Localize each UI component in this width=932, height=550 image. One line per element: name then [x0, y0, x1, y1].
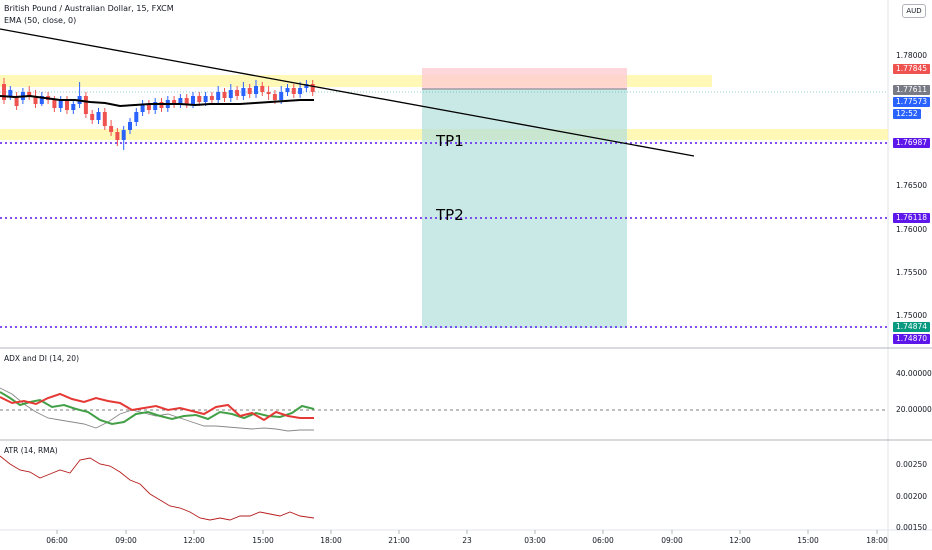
- candle-body: [191, 96, 195, 104]
- price-tag-target: 1.74874: [893, 322, 931, 332]
- candle-body: [304, 84, 309, 88]
- candle-body: [33, 96, 38, 104]
- candle-body: [235, 90, 240, 96]
- candle-body: [128, 122, 132, 130]
- trend-line: [0, 28, 695, 157]
- candle-body: [83, 96, 88, 114]
- candle-body: [260, 86, 265, 92]
- time-axis-label: 12:00: [729, 536, 751, 545]
- time-axis-label: 15:00: [252, 536, 274, 545]
- candle-body: [298, 88, 303, 94]
- candle-body: [285, 88, 290, 92]
- candle-body: [90, 114, 95, 120]
- atr-axis-label: 0.00250: [896, 460, 928, 469]
- time-axis-label: 06:00: [592, 536, 614, 545]
- chart-symbol-title: British Pound / Australian Dollar, 15, F…: [4, 4, 174, 13]
- candle-body: [115, 132, 120, 140]
- price-axis-label: 1.76000: [896, 225, 928, 234]
- price-axis-label: 1.75000: [896, 311, 928, 320]
- candle-body: [71, 104, 76, 110]
- adx-line: [0, 387, 314, 432]
- candle-body: [102, 112, 107, 126]
- price-tag-countdown: 12:52: [893, 109, 921, 119]
- candle-body: [52, 100, 57, 108]
- candle-body: [39, 96, 44, 104]
- candle-body: [222, 92, 227, 98]
- candle-body: [153, 102, 158, 110]
- candle-body: [279, 92, 284, 100]
- tp2-label: TP2: [436, 206, 464, 224]
- time-axis-label: 12:00: [183, 536, 205, 545]
- candle-body: [27, 92, 32, 96]
- candle-body: [209, 96, 214, 100]
- candle-body: [8, 90, 13, 96]
- candle-body: [14, 96, 19, 106]
- di-plus-line: [0, 391, 315, 426]
- currency-button[interactable]: AUD: [902, 4, 926, 18]
- time-axis-label: 06:00: [46, 536, 68, 545]
- time-axis-label: 18:00: [866, 536, 888, 545]
- time-axis-label: 03:00: [524, 536, 546, 545]
- ema-line: [0, 94, 314, 108]
- candle-body: [254, 86, 258, 94]
- price-tag-entry: 1.77611: [893, 85, 931, 95]
- candle-body: [140, 104, 145, 112]
- price-tag-tp3: 1.74870: [893, 334, 931, 344]
- candle-body: [228, 90, 233, 98]
- candle-body: [272, 94, 277, 100]
- candle-body: [178, 98, 183, 104]
- candle-body: [172, 100, 177, 104]
- adx-panel-title[interactable]: ADX and DI (14, 20): [4, 354, 79, 363]
- take-profit-area: [422, 89, 627, 328]
- price-axis-label: 1.76500: [896, 181, 928, 190]
- candle-body: [310, 84, 315, 92]
- price-tag-tp2: 1.76118: [893, 213, 931, 223]
- candle-body: [291, 88, 296, 94]
- stop-loss-area: [422, 68, 627, 89]
- di-minus-line: [0, 392, 314, 422]
- atr-line: [0, 455, 315, 521]
- price-tag-tp1: 1.76987: [893, 138, 931, 148]
- candle-body: [216, 92, 221, 100]
- candle-body: [266, 92, 271, 94]
- candle-body: [65, 100, 69, 110]
- time-axis-label: 21:00: [388, 536, 410, 545]
- time-axis-label: 18:00: [320, 536, 342, 545]
- price-axis-label: 1.75500: [896, 268, 928, 277]
- candle-body: [109, 126, 114, 132]
- ema-indicator-title[interactable]: EMA (50, close, 0): [4, 16, 77, 25]
- candle-body: [184, 98, 189, 104]
- price-axis-label: 1.78000: [896, 51, 928, 60]
- candle-body: [241, 88, 246, 96]
- tp1-label: TP1: [436, 132, 464, 150]
- candle-body: [96, 112, 101, 120]
- adx-axis-label: 40.00000: [896, 369, 932, 378]
- candle-body: [203, 96, 208, 102]
- atr-axis-label: 0.00150: [896, 523, 928, 532]
- candle-body: [58, 100, 63, 108]
- atr-axis-label: 0.00200: [896, 492, 928, 501]
- time-axis-label: 23: [462, 536, 472, 545]
- time-axis-label: 09:00: [115, 536, 137, 545]
- candle-body: [197, 96, 202, 102]
- time-axis-label: 15:00: [797, 536, 819, 545]
- adx-axis-label: 20.00000: [896, 405, 932, 414]
- candlestick-series: [2, 78, 315, 150]
- time-axis-label: 09:00: [661, 536, 683, 545]
- candle-body: [134, 112, 139, 122]
- candle-body: [146, 104, 151, 110]
- candle-body: [2, 84, 6, 100]
- price-tag-stop: 1.77845: [893, 64, 931, 74]
- candle-body: [121, 130, 126, 140]
- price-tag-last: 1.77573: [893, 97, 931, 107]
- candle-body: [247, 88, 252, 94]
- atr-panel-title[interactable]: ATR (14, RMA): [4, 446, 58, 455]
